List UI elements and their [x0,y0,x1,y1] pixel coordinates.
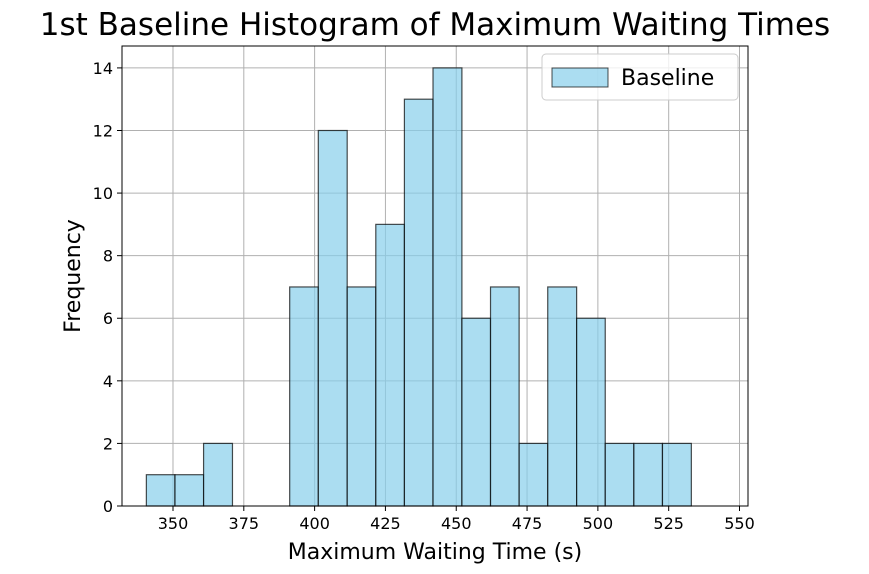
y-tick-label: 10 [93,184,113,203]
histogram-bar [604,442,635,507]
histogram-bars [145,67,692,507]
histogram-bar [661,442,692,507]
x-axis-ticks: 350 375 400 425 450 475 500 525 550 [158,506,755,533]
x-tick-label: 425 [370,514,401,533]
x-tick-label: 525 [653,514,684,533]
y-tick-label: 6 [103,309,113,328]
histogram-bar [289,286,319,507]
legend-box [541,53,739,101]
y-axis-label: Frequency [61,219,86,333]
histogram-bar [202,442,234,507]
histogram-bar [547,286,578,507]
histogram-bar [489,286,520,507]
histogram-bar [403,98,434,507]
y-tick-label: 2 [103,434,113,453]
histogram-bar [432,67,463,507]
y-tick-label: 4 [103,372,113,391]
histogram-bar [346,286,377,507]
histogram-bar [375,223,406,507]
histogram-bar [317,129,348,507]
histogram-bar [145,474,176,507]
plot-frame [121,45,749,507]
x-tick-label: 450 [441,514,472,533]
legend: Baseline [541,53,739,101]
x-tick-label: 350 [158,514,189,533]
x-tick-label: 375 [229,514,260,533]
y-tick-label: 0 [103,497,113,516]
x-axis-label: Maximum Waiting Time (s) [288,540,582,565]
y-tick-label: 8 [103,247,113,266]
y-axis-ticks: 0 2 4 6 8 10 12 14 [93,59,122,516]
x-tick-label: 400 [299,514,330,533]
histogram-bar [518,442,549,507]
histogram-bar [633,442,664,507]
x-tick-label: 550 [724,514,755,533]
x-tick-label: 475 [512,514,543,533]
y-tick-label: 12 [93,121,113,140]
x-tick-label: 500 [583,514,614,533]
histogram-bar [461,317,492,507]
y-tick-label: 14 [93,59,113,78]
histogram-bar [174,474,205,507]
histogram-bar [576,317,606,507]
legend-label-baseline: Baseline [621,66,714,91]
chart-title: 1st Baseline Histogram of Maximum Waitin… [40,7,830,43]
legend-swatch-baseline [551,67,609,88]
